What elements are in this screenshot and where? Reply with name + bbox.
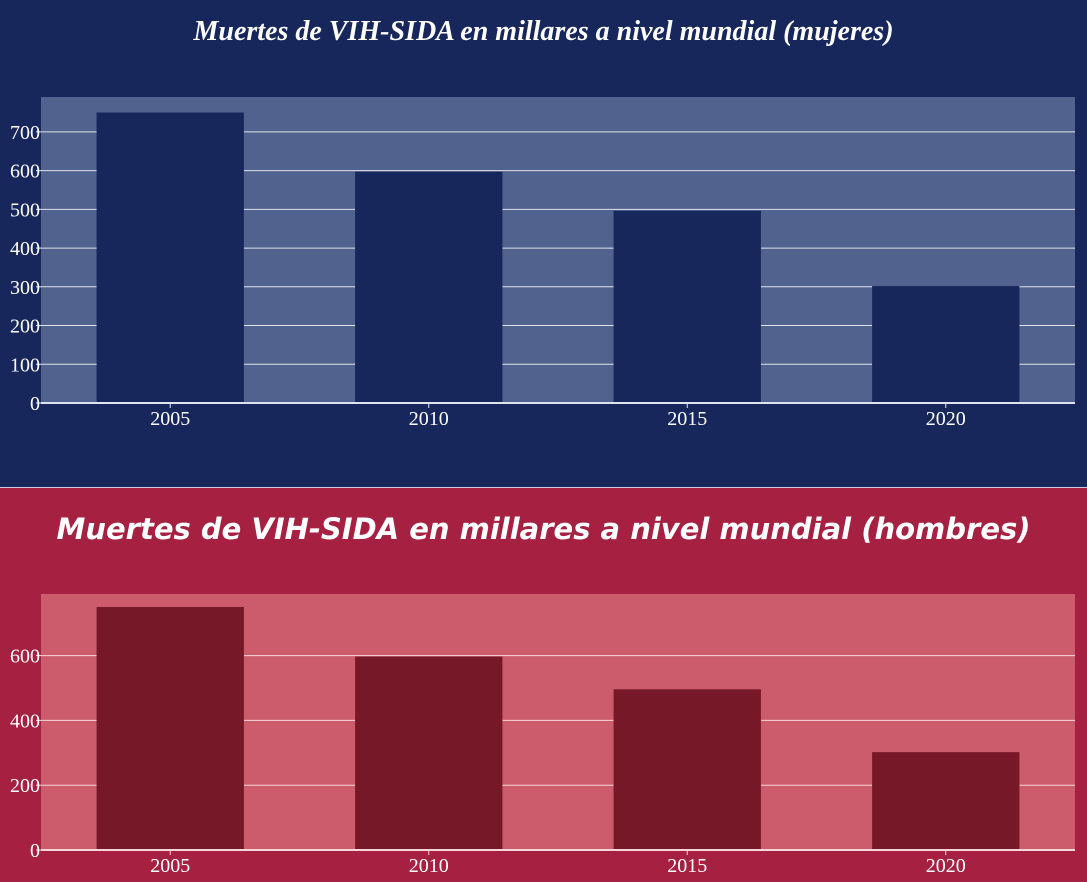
y-tick-label-women: 600 [10,161,40,183]
bar-2015-women [613,210,761,403]
bar-2010-women [355,171,503,403]
y-tick-label-women: 0 [30,393,40,415]
bar-chart-women: 0 100 200 300 400 500 600 700 2005 2010 2015 2020 [10,97,1075,430]
y-tick-label-women: 500 [10,199,40,221]
x-tick-label-men: 2005 [150,855,190,877]
y-tick-label-women: 700 [10,122,40,144]
panel-divider [0,487,1087,488]
bar-2015-men [613,689,761,850]
chart-panel-men: Muertes de VIH-SIDA en millares a nivel … [0,488,1087,882]
x-tick-label-women: 2005 [150,408,190,430]
bar-2005-women [96,112,244,404]
bar-chart-men: 0 200 400 600 2005 2010 2015 2020 [10,594,1075,877]
x-tick-label-men: 2015 [667,855,707,877]
y-tick-label-women: 100 [10,354,40,376]
chart-title-men: Muertes de VIH-SIDA en millares a nivel … [56,512,1031,546]
y-tick-label-men: 400 [10,710,40,732]
bar-2010-men [355,656,503,850]
y-tick-label-women: 300 [10,277,40,299]
bar-2020-women [872,286,1020,403]
x-tick-label-women: 2010 [409,408,449,430]
chart-title-women: Muertes de VIH-SIDA en millares a nivel … [193,16,894,47]
y-tick-label-men: 600 [10,646,40,668]
bar-2020-men [872,752,1020,850]
y-tick-label-women: 400 [10,238,40,260]
bar-2005-men [96,606,244,850]
x-tick-label-men: 2020 [926,855,966,877]
y-tick-label-men: 200 [10,775,40,797]
chart-panel-women: Muertes de VIH-SIDA en millares a nivel … [0,0,1087,487]
y-tick-label-men: 0 [30,840,40,862]
x-tick-label-women: 2020 [926,408,966,430]
x-tick-label-men: 2010 [409,855,449,877]
x-tick-label-women: 2015 [667,408,707,430]
y-tick-label-women: 200 [10,316,40,338]
